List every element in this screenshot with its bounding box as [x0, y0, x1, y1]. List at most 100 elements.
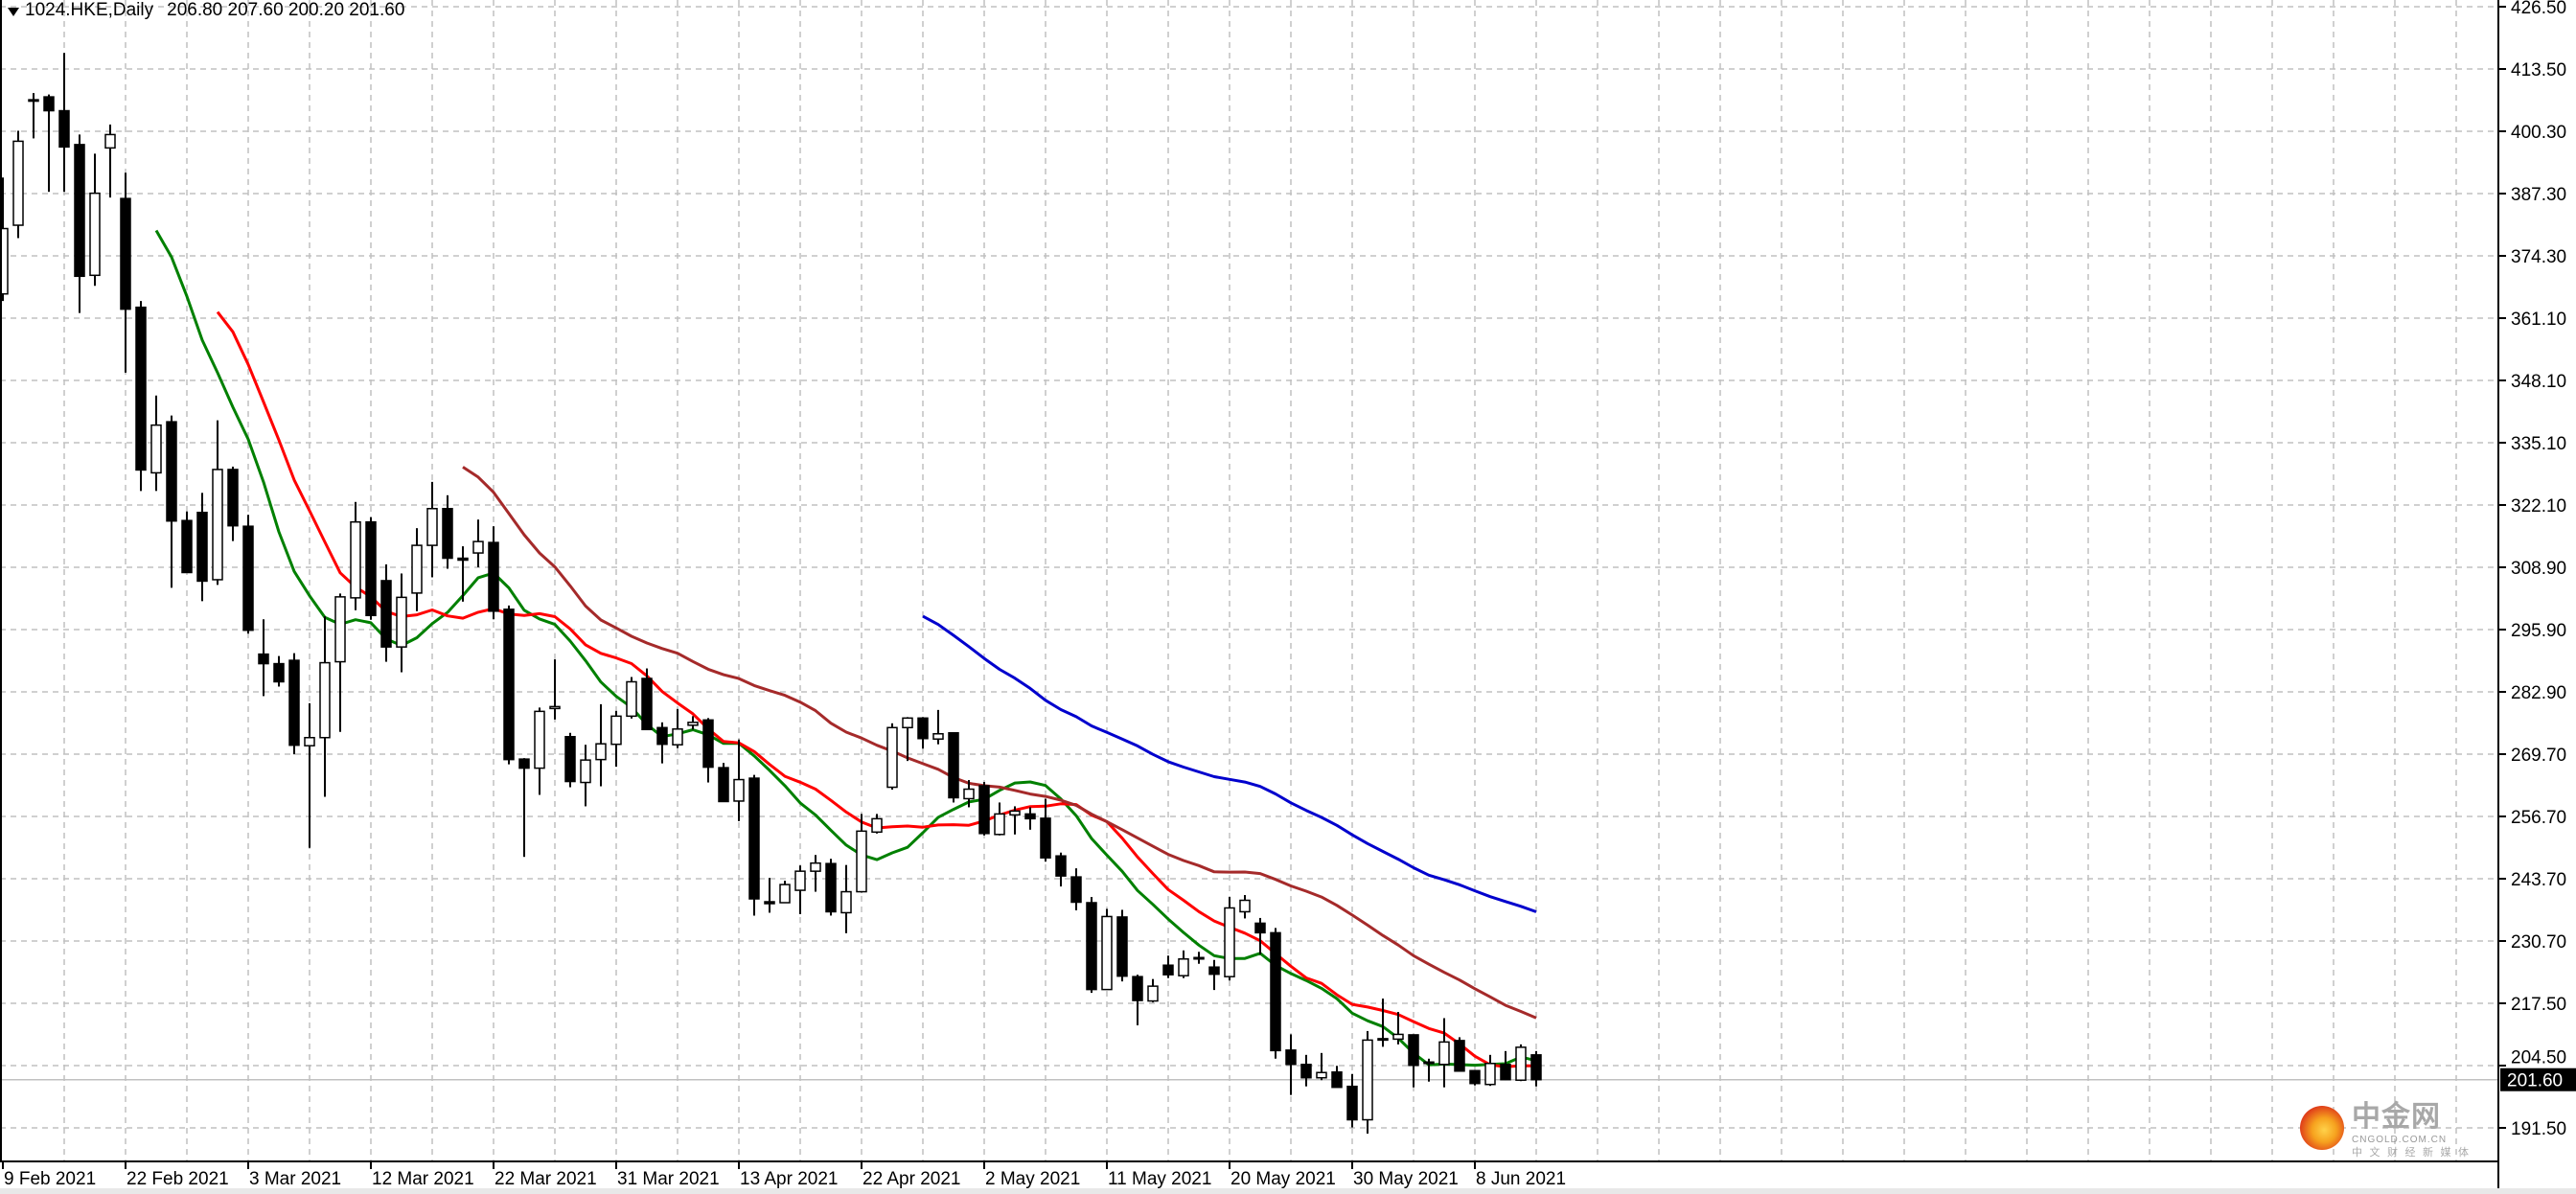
- x-tick-label: 8 Jun 2021: [1476, 1169, 1566, 1189]
- bear-candle-body: [948, 732, 959, 799]
- bear-candle-body: [1408, 1034, 1419, 1067]
- bull-candle-body: [1438, 1041, 1450, 1066]
- candle: [1423, 1058, 1435, 1082]
- bull-candle-body: [1009, 810, 1021, 816]
- bear-candle-body: [978, 785, 990, 835]
- bull-candle-body: [580, 759, 591, 784]
- x-tick-label: 22 Feb 2021: [126, 1169, 229, 1189]
- bull-candle-body: [1362, 1039, 1373, 1121]
- bear-candle-body: [74, 144, 85, 278]
- candle: [1132, 975, 1143, 1025]
- bear-candle-body: [764, 901, 775, 905]
- candle: [304, 702, 315, 848]
- candle: [380, 564, 392, 662]
- candle: [457, 546, 469, 602]
- dropdown-triangle-icon[interactable]: [8, 7, 19, 16]
- bull-candle-body: [104, 133, 116, 149]
- candle: [1300, 1054, 1312, 1087]
- candle: [1208, 959, 1220, 991]
- candle: [1193, 952, 1205, 964]
- candle: [1331, 1066, 1343, 1089]
- x-tick-label: 20 May 2021: [1230, 1169, 1336, 1189]
- bull-candle-body: [595, 743, 607, 761]
- candle: [748, 774, 760, 916]
- candle: [1408, 1034, 1419, 1088]
- bear-candle-body: [1300, 1064, 1312, 1079]
- candle: [1101, 908, 1113, 991]
- bull-candle-body: [886, 726, 898, 789]
- bear-candle-body: [1208, 966, 1220, 976]
- x-tick-label: 11 May 2021: [1108, 1169, 1211, 1189]
- bear-candle-body: [1285, 1049, 1297, 1066]
- time-axis[interactable]: 9 Feb 2021 22 Feb 2021 3 Mar 2021 12 Mar 20…: [2, 1161, 1566, 1189]
- candle: [917, 717, 929, 749]
- y-tick-label: 335.10: [2511, 434, 2566, 454]
- candle: [1484, 1054, 1496, 1087]
- bull-candle-body: [794, 870, 806, 891]
- candle: [687, 716, 699, 730]
- bull-candle-body: [856, 830, 867, 893]
- bear-candle-body: [1469, 1069, 1481, 1085]
- price-axis[interactable]: 426.50 413.50 400.30 387.30 374.30 361.10 348.…: [2498, 0, 2566, 1139]
- candle: [89, 153, 101, 287]
- chart-header: 1024.HKE,Daily 206.80 207.60 200.20 201.…: [8, 0, 404, 21]
- y-tick-label: 191.50: [2511, 1119, 2566, 1139]
- bull-candle-body: [319, 661, 331, 739]
- candle: [503, 605, 515, 765]
- candle: [1500, 1050, 1511, 1081]
- bull-candle-body: [1101, 915, 1113, 991]
- y-tick-label: 426.50: [2511, 0, 2566, 18]
- moving-average-31: [462, 466, 1537, 1020]
- bear-candle-body: [1116, 916, 1128, 977]
- bear-candle-body: [1040, 817, 1051, 859]
- candle: [718, 763, 729, 803]
- candle: [794, 865, 806, 914]
- candle: [0, 177, 9, 302]
- candle: [1530, 1050, 1542, 1087]
- bull-candle-body: [733, 778, 745, 802]
- candle: [963, 780, 975, 808]
- candle: [886, 723, 898, 791]
- bull-candle-body: [810, 861, 821, 872]
- symbol-timeframe: 1024.HKE,Daily: [25, 0, 154, 20]
- bull-candle-body: [12, 140, 24, 226]
- y-tick-label: 322.10: [2511, 496, 2566, 517]
- candle: [1224, 897, 1235, 981]
- bear-candle-body: [825, 862, 837, 913]
- current-price-value: 201.60: [2507, 1071, 2563, 1091]
- bull-candle-body: [304, 736, 315, 746]
- candle: [227, 466, 239, 541]
- candle: [28, 93, 39, 139]
- candle: [1362, 1030, 1373, 1134]
- bull-candle-body: [1239, 899, 1251, 913]
- bull-candle-body: [396, 596, 407, 648]
- y-tick-label: 413.50: [2511, 60, 2566, 80]
- logo-icon: [2300, 1106, 2344, 1150]
- bull-candle-body: [1316, 1071, 1327, 1079]
- candle: [135, 301, 147, 492]
- candle: [350, 501, 361, 610]
- bear-candle-body: [488, 541, 499, 612]
- candle: [534, 707, 545, 795]
- bull-candle-body: [426, 508, 438, 546]
- watermark-logo-text: 中金网: [2352, 1100, 2441, 1134]
- bear-candle-body: [1270, 931, 1281, 1052]
- candle: [1469, 1069, 1481, 1086]
- candle: [472, 519, 484, 567]
- candle: [273, 655, 285, 687]
- bull-candle-body: [350, 520, 361, 599]
- bull-candle-body: [779, 884, 791, 904]
- bear-candle-body: [135, 306, 147, 471]
- candle: [120, 172, 131, 373]
- candle: [1147, 978, 1159, 1003]
- candle: [1438, 1018, 1450, 1088]
- candle: [1285, 1034, 1297, 1095]
- y-tick-label: 217.50: [2511, 995, 2566, 1015]
- bull-candle-body: [840, 890, 852, 914]
- y-tick-label: 295.90: [2511, 621, 2566, 641]
- y-tick-label: 308.90: [2511, 559, 2566, 579]
- bull-candle-body: [212, 469, 223, 581]
- candle: [626, 677, 637, 719]
- candle: [672, 708, 683, 748]
